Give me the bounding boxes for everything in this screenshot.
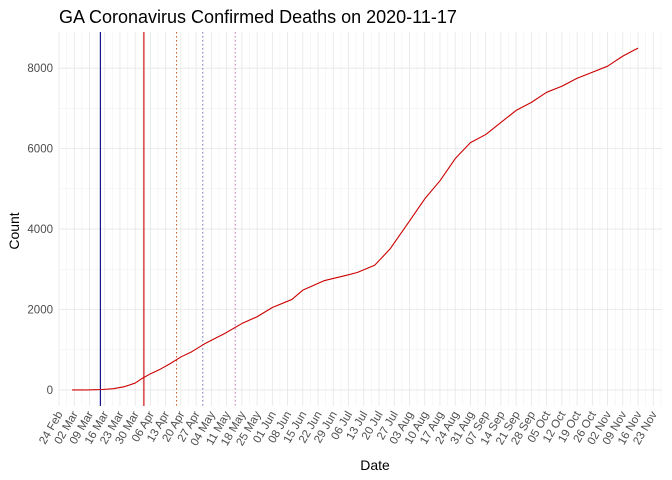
grid	[58, 32, 662, 406]
series-line	[72, 47, 639, 391]
y-tick-label: 8000	[27, 63, 53, 75]
y-tick-label: 4000	[27, 224, 53, 236]
x-axis-title: Date	[360, 457, 390, 473]
y-tick-label: 0	[47, 385, 53, 397]
chart-title: GA Coronavirus Confirmed Deaths on 2020-…	[59, 7, 457, 27]
series-layer	[72, 47, 639, 391]
reference-lines	[99, 32, 236, 406]
y-tick-label: 6000	[27, 144, 53, 156]
y-tick-label: 2000	[27, 304, 53, 316]
y-axis-ticks: 0 2000 4000 6000 8000	[27, 63, 53, 397]
y-axis-title: Count	[6, 212, 22, 249]
